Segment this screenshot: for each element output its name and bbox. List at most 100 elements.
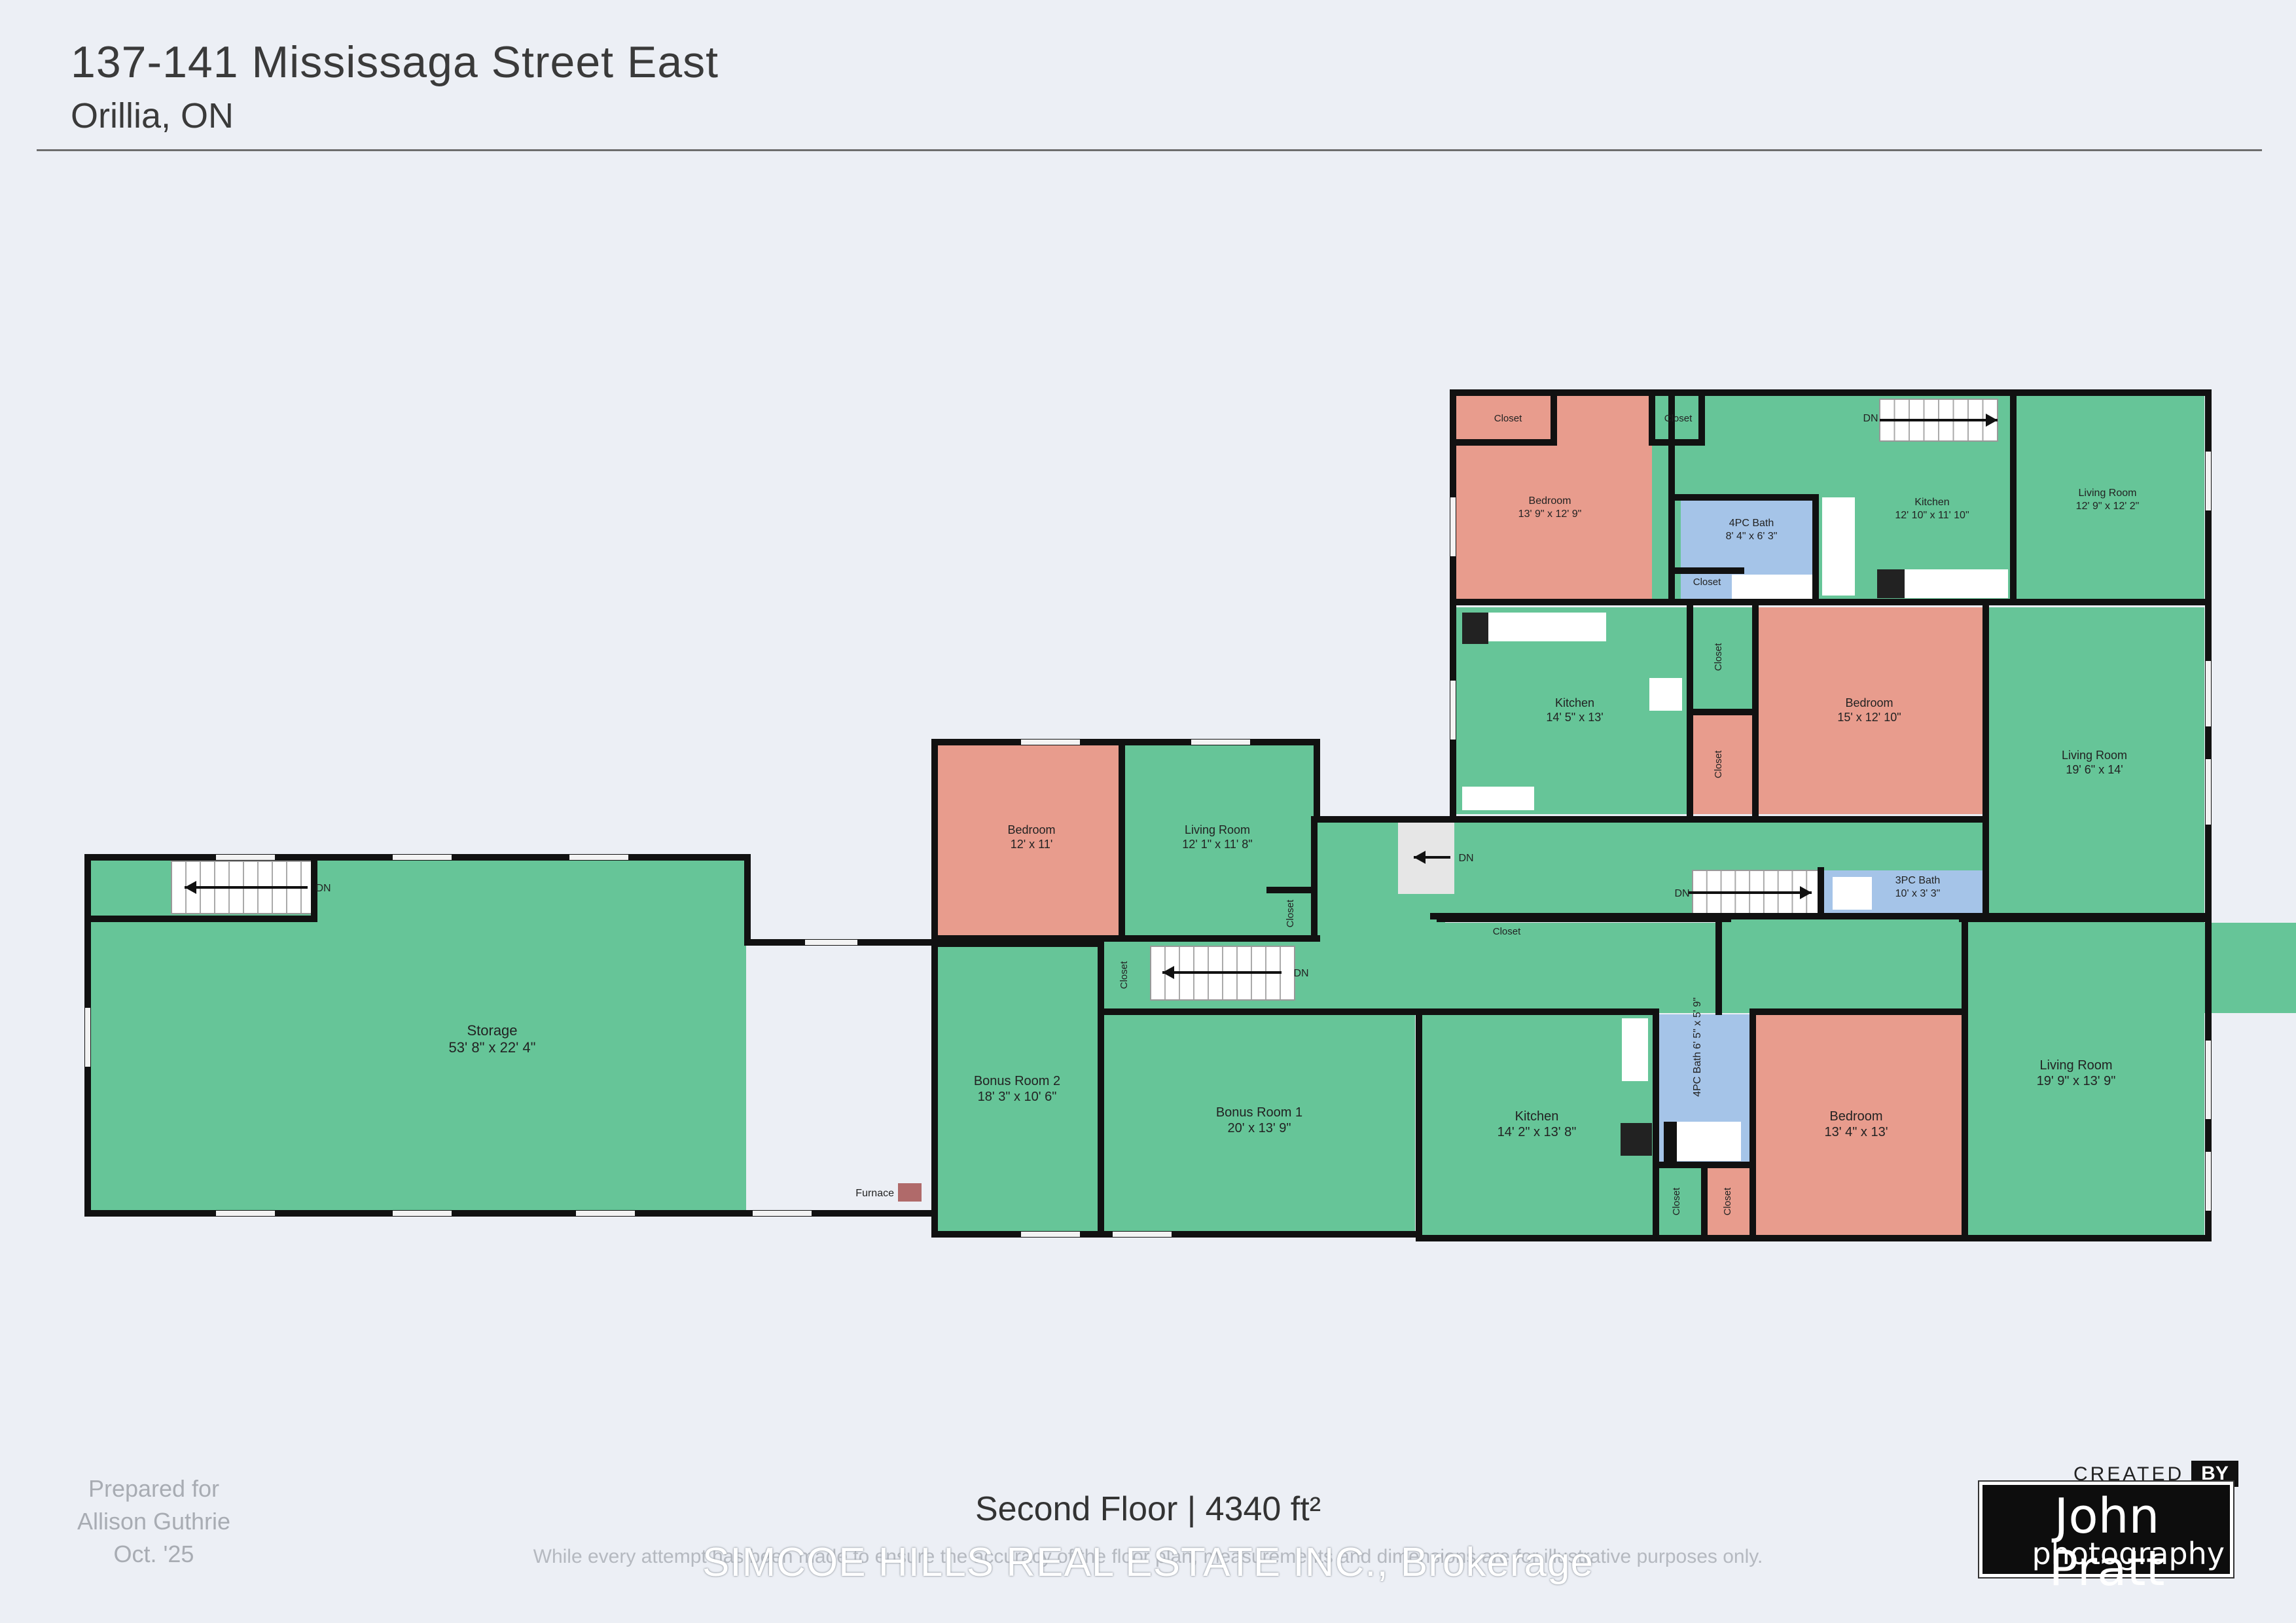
room-dims: 13' 9" x 12' 9" — [1518, 508, 1582, 520]
wall-10 — [931, 739, 1448, 823]
island-icon — [1649, 678, 1682, 711]
window-17 — [2206, 1152, 2211, 1211]
window-19 — [1450, 681, 1456, 740]
stair-dn-label: DN — [1863, 413, 1878, 424]
room-dims: 12' 9" x 12' 2" — [2076, 501, 2140, 512]
tub-icon — [1732, 575, 1817, 601]
prepared-client: Allison Guthrie — [77, 1508, 231, 1535]
arrow-hall-head — [1800, 886, 1812, 899]
window-18 — [1450, 497, 1456, 556]
prepared-line: Prepared for — [88, 1475, 220, 1502]
stove-lower-icon — [1621, 1123, 1652, 1156]
bonus-room-1-fill — [1101, 1014, 1415, 1232]
window-1 — [393, 855, 452, 860]
arrow-top-head — [1986, 414, 1998, 427]
closet-label: Closet — [1722, 1187, 1733, 1215]
wall-39 — [1450, 389, 1557, 446]
window-16 — [2206, 1041, 2211, 1119]
window-9 — [1021, 740, 1080, 745]
stair-dn-label: DN — [1674, 888, 1689, 899]
room-name: Bedroom — [1845, 696, 1893, 709]
living-room-12x11-fill — [1122, 745, 1314, 938]
room-name: 4PC Bath — [1729, 518, 1774, 529]
room-name: Living Room — [2039, 1058, 2112, 1073]
bedroom-13x13-fill — [1753, 1012, 1962, 1236]
counter-lower-icon — [1622, 1018, 1648, 1081]
page-title: 137-141 Mississaga Street East — [71, 37, 719, 87]
closet-top-left-fill — [1454, 393, 1554, 442]
room-dims: 14' 5" x 13' — [1546, 711, 1603, 724]
stair-dn-label: DN — [1293, 968, 1308, 979]
room-name: Kitchen — [1914, 497, 1949, 508]
room-dims: 12' 1" x 11' 8" — [1182, 838, 1252, 851]
closet-label: Closet — [1671, 1187, 1682, 1215]
room-fills — [88, 393, 2296, 1238]
closet-label: Closet — [1693, 577, 1721, 588]
room-name: Living Room — [2079, 488, 2137, 499]
room-name: Kitchen — [1515, 1109, 1559, 1124]
room-dims: 18' 3" x 10' 6" — [978, 1090, 1057, 1104]
logo-sub: photography — [2032, 1536, 2225, 1571]
furnace-label: Furnace — [855, 1188, 894, 1199]
room-name: Kitchen — [1555, 696, 1594, 709]
room-dims: 19' 9" x 13' 9" — [2037, 1074, 2116, 1088]
room-name: Storage — [467, 1022, 517, 1039]
upper-corridor-fill — [1719, 919, 1962, 1012]
window-14 — [2206, 661, 2211, 726]
stair-dn-label: DN — [315, 883, 331, 894]
window-3 — [216, 1211, 275, 1216]
stove-icon — [1462, 613, 1488, 644]
wall-3 — [84, 854, 317, 922]
disclaimer: While every attempt has been made to ens… — [533, 1546, 1763, 1567]
room-name: Bonus Room 2 — [974, 1074, 1060, 1088]
bedroom-15x12-fill — [1755, 607, 1986, 814]
closet-label: Closet — [1664, 413, 1693, 424]
closet-label: Closet — [1713, 750, 1724, 778]
stairs — [171, 399, 1998, 1001]
window-10 — [1191, 740, 1250, 745]
room-dims: 12' x 11' — [1011, 838, 1053, 851]
tub-lower-icon — [1676, 1122, 1741, 1161]
window-11 — [1021, 1232, 1080, 1237]
window-0 — [216, 855, 275, 860]
room-dims: 53' 8" x 22' 4" — [449, 1039, 536, 1056]
closet-mid-2-fill — [1690, 713, 1755, 814]
counter-icon — [1488, 613, 1606, 641]
room-name: Bedroom — [1007, 823, 1055, 836]
kitchen-14x13-fill — [1419, 1014, 1656, 1238]
room-dims: 20' x 13' 9" — [1227, 1121, 1291, 1135]
logo-created: CREATED — [2073, 1463, 2185, 1485]
stair-dn-label: DN — [1458, 853, 1473, 864]
wall-41 — [1649, 389, 1705, 446]
room-dims: 10' x 3' 3" — [1895, 888, 1941, 899]
bonus-room-2-fill — [935, 946, 1101, 1232]
kitchen-counter-icon — [1822, 497, 1855, 596]
arrow-landing-head — [1414, 851, 1426, 864]
window-12 — [1113, 1232, 1172, 1237]
living-room-19x14-fill — [1986, 607, 2204, 914]
brokerage-watermark: SIMCOE HILLS REAL ESTATE INC., Brokerage — [702, 1540, 1594, 1585]
window-8 — [805, 940, 857, 945]
bath-wall-icon — [1664, 1122, 1677, 1166]
wall-43 — [1668, 494, 1819, 605]
bedroom-12x11-fill — [935, 745, 1122, 938]
window-6 — [753, 1211, 812, 1216]
room-dims: 15' x 12' 10" — [1837, 711, 1901, 724]
room-name: Living Room — [1185, 823, 1250, 836]
room-label: 4PC Bath 6' 5" x 5' 9" — [1692, 997, 1703, 1097]
closet-mid-1-fill — [1690, 607, 1755, 712]
sink-counter-icon — [1462, 787, 1534, 810]
logo-name: John Pratt — [2049, 1488, 2165, 1597]
kitchen-stove-icon — [1877, 569, 1905, 598]
arrow-storage-head — [185, 881, 196, 894]
window-7 — [85, 1008, 90, 1067]
room-name: Living Room — [2062, 749, 2127, 762]
closet-label: Closet — [1119, 961, 1130, 989]
closet-label: Closet — [1713, 643, 1724, 671]
window-15 — [2206, 759, 2211, 825]
room-name: 3PC Bath — [1895, 875, 1940, 886]
room-dims: 14' 2" x 13' 8" — [1498, 1125, 1577, 1139]
fixtures — [898, 497, 2008, 1202]
